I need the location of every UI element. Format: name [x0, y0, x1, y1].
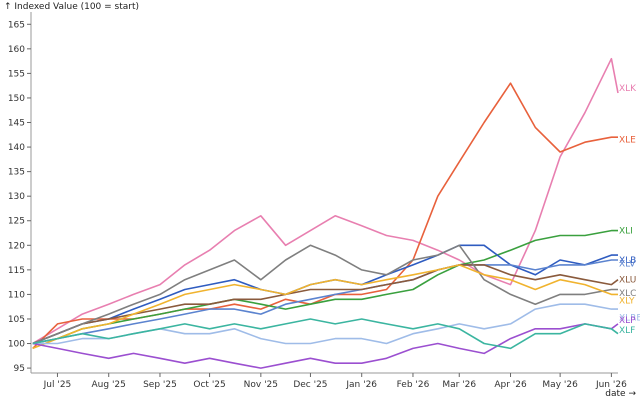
x-tick-label: May '26: [542, 380, 578, 390]
y-tick-label: 160: [8, 45, 25, 55]
x-tick-label: Nov '25: [244, 380, 278, 390]
y-tick-label: 120: [8, 241, 25, 251]
y-axis-title: ↑ Indexed Value (100 = start): [4, 2, 139, 12]
y-tick-label: 125: [8, 217, 25, 227]
x-tick-label: Oct '25: [193, 380, 225, 390]
y-tick-label: 130: [8, 192, 25, 202]
series-line-xly: [32, 264, 618, 350]
x-tick-label: Sep '25: [143, 380, 177, 390]
y-tick-label: 95: [14, 364, 25, 374]
x-axis-title: date →: [605, 389, 636, 399]
y-tick-label: 150: [8, 94, 25, 104]
series-line-xlp: [32, 323, 619, 369]
end-label-xlk: XLK: [619, 84, 637, 94]
y-tick-label: 135: [8, 168, 25, 178]
end-label-xly: XLY: [619, 296, 635, 306]
y-tick-label: 105: [8, 315, 25, 325]
x-tick-label: Jul '25: [43, 380, 72, 390]
end-label-xlre: XLRE: [619, 313, 640, 323]
x-axis: Jul '25 Aug '25 Sep '25 Oct '25 Nov '25 Dec '…: [31, 372, 627, 390]
series-line-xli: [32, 229, 618, 345]
y-tick-label: 100: [8, 340, 25, 350]
y-tick-label: 110: [8, 290, 25, 300]
series-line-xlb: [32, 244, 618, 345]
series-line-xlf: [32, 318, 619, 350]
x-tick-label: Aug '25: [92, 380, 126, 390]
series-line-xlc: [32, 244, 618, 345]
y-tick-label: 145: [8, 119, 25, 129]
end-label-xlf: XLF: [619, 326, 635, 336]
end-label-xlu: XLU: [619, 276, 636, 286]
x-tick-label: Jan '26: [345, 380, 377, 390]
series-line-xlu: [32, 264, 619, 345]
x-tick-label: Mar '26: [442, 380, 476, 390]
y-tick-label: 140: [8, 143, 25, 153]
end-label-xle: XLE: [619, 136, 636, 146]
end-label-xlc: XLC: [619, 289, 636, 299]
x-tick-label: Dec '25: [293, 380, 327, 390]
end-label-xli: XLI: [619, 227, 633, 237]
x-tick-label: Feb '26: [397, 380, 430, 390]
y-tick-label: 115: [8, 266, 25, 276]
series-line-xlv: [32, 259, 618, 345]
x-tick-label: Apr '26: [494, 380, 527, 390]
series-layer: [32, 57, 619, 369]
end-label-xlb: XLB: [619, 256, 636, 266]
series-line-xlk: [32, 57, 619, 345]
end-label-xlv: XLV: [619, 259, 636, 269]
y-axis: 95 100 105 110 115 120 125 130 135 140 145 150 155 16…: [8, 12, 32, 374]
y-tick-label: 155: [8, 69, 25, 79]
end-label-xlp: XLP: [619, 316, 636, 326]
y-tick-label: 165: [8, 20, 25, 30]
x-tick-label: Jun '26: [595, 380, 627, 390]
